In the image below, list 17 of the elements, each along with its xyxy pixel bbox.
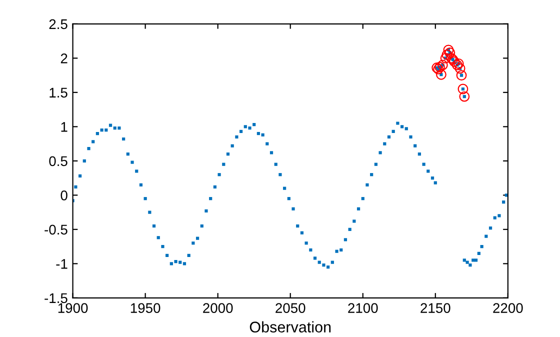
x-tick-label: 2000: [203, 303, 233, 313]
y-tick-label: 0: [60, 190, 68, 200]
y-tick-label: -1: [56, 259, 68, 269]
y-tick-label: 1.5: [50, 88, 68, 98]
x-tick-label: 2050: [276, 303, 306, 313]
x-tick-label: 2150: [420, 303, 450, 313]
x-tick-label: 1950: [130, 303, 160, 313]
y-tick-label: -1.5: [44, 293, 68, 304]
x-axis-title: Observation: [250, 321, 331, 332]
x-tick-label: 2100: [348, 303, 378, 313]
x-tick-label: 2200: [493, 303, 523, 313]
y-tick-label: 1: [61, 122, 68, 132]
y-tick-label: 2: [60, 54, 68, 64]
y-tick-label: 2.5: [49, 19, 68, 30]
y-tick-label: 0.5: [49, 156, 68, 166]
y-tick-label: -0.5: [44, 224, 68, 235]
x-tick-label: 1900: [58, 303, 88, 313]
